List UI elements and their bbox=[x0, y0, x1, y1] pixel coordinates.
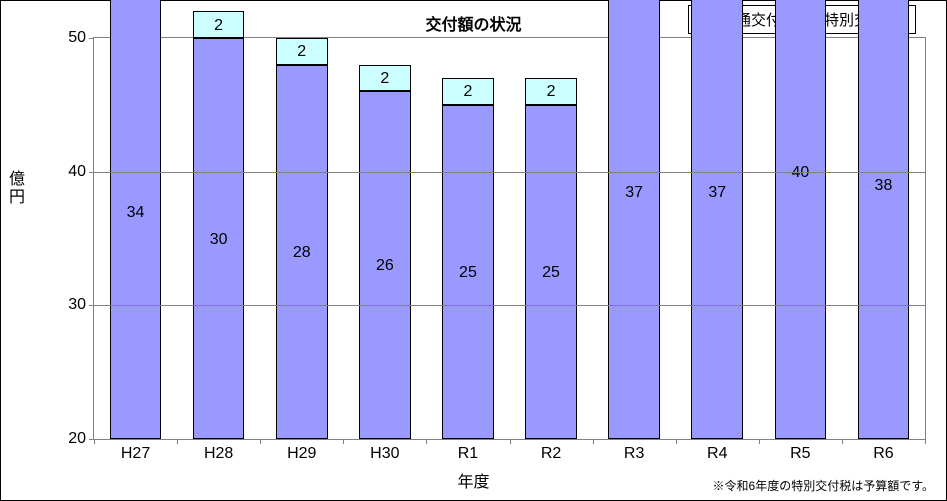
x-tick-mark bbox=[676, 439, 677, 444]
bar-value-label: 38 bbox=[858, 177, 910, 195]
bars-layer: 343 302 28 2 26 2 25 2 25 2 372 372 402 383 bbox=[94, 38, 925, 439]
x-tick-mark bbox=[260, 439, 261, 444]
bar-segment bbox=[775, 0, 827, 439]
bar-value-label: 30 bbox=[193, 231, 245, 249]
bar-segment bbox=[858, 0, 910, 439]
x-tick-label: R2 bbox=[541, 445, 561, 463]
x-tick-label: H27 bbox=[121, 445, 150, 463]
y-tick-label: 30 bbox=[68, 296, 86, 314]
x-tick-label: H30 bbox=[370, 445, 399, 463]
y-tick-mark bbox=[89, 305, 94, 306]
x-tick-label: R4 bbox=[707, 445, 727, 463]
plot-area: 343302282262252252372372402383 20304050H… bbox=[93, 37, 926, 440]
gridline bbox=[94, 305, 925, 306]
bar-group: 302 bbox=[193, 38, 245, 439]
bar-group: 372 bbox=[691, 38, 743, 439]
bar-group: 343 bbox=[110, 38, 162, 439]
bar-value-label: 2 bbox=[276, 43, 328, 61]
x-tick-label: R3 bbox=[624, 445, 644, 463]
x-tick-mark bbox=[510, 439, 511, 444]
bar-value-label: 37 bbox=[691, 184, 743, 202]
y-tick-mark bbox=[89, 38, 94, 39]
bar-value-label: 34 bbox=[110, 204, 162, 222]
bar-group: 372 bbox=[608, 38, 660, 439]
bar-value-label: 2 bbox=[525, 83, 577, 101]
bar-group: 26 2 bbox=[359, 38, 411, 439]
bar-group: 402 bbox=[775, 38, 827, 439]
x-tick-label: H29 bbox=[287, 445, 316, 463]
gridline bbox=[94, 172, 925, 173]
x-tick-mark bbox=[177, 439, 178, 444]
x-tick-mark bbox=[925, 439, 926, 444]
x-tick-mark bbox=[343, 439, 344, 444]
bar-value-label: 2 bbox=[359, 70, 411, 88]
x-tick-label: R5 bbox=[790, 445, 810, 463]
x-tick-mark bbox=[94, 439, 95, 444]
y-tick-label: 40 bbox=[68, 163, 86, 181]
bar-segment bbox=[608, 0, 660, 439]
chart-container: 交付額の状況 普通交付税 特別交付税 億 円 34330228226225225… bbox=[0, 0, 947, 501]
x-tick-mark bbox=[759, 439, 760, 444]
y-tick-label: 50 bbox=[68, 29, 86, 47]
x-tick-mark bbox=[593, 439, 594, 444]
x-tick-label: R1 bbox=[458, 445, 478, 463]
x-tick-label: H28 bbox=[204, 445, 233, 463]
bar-value-label: 28 bbox=[276, 244, 328, 262]
y-axis-label: 億 円 bbox=[9, 171, 25, 206]
y-tick-label: 20 bbox=[68, 430, 86, 448]
x-tick-label: R6 bbox=[873, 445, 893, 463]
bar-value-label: 2 bbox=[442, 83, 494, 101]
bar-value-label: 25 bbox=[525, 264, 577, 282]
footnote: ※令和6年度の特別交付税は予算額です。 bbox=[713, 477, 934, 494]
bar-segment bbox=[691, 0, 743, 439]
bar-value-label: 25 bbox=[442, 264, 494, 282]
y-tick-mark bbox=[89, 172, 94, 173]
bar-value-label: 2 bbox=[193, 17, 245, 35]
y-axis-label-line-0: 億 bbox=[9, 171, 25, 189]
bar-value-label: 37 bbox=[608, 184, 660, 202]
x-tick-mark bbox=[842, 439, 843, 444]
bar-group: 383 bbox=[858, 38, 910, 439]
y-axis-label-line-1: 円 bbox=[9, 189, 25, 207]
bar-group: 25 2 bbox=[442, 38, 494, 439]
bar-value-label: 40 bbox=[775, 164, 827, 182]
x-tick-mark bbox=[426, 439, 427, 444]
bar-value-label: 26 bbox=[359, 257, 411, 275]
bar-group: 25 2 bbox=[525, 38, 577, 439]
bar-group: 28 2 bbox=[276, 38, 328, 439]
